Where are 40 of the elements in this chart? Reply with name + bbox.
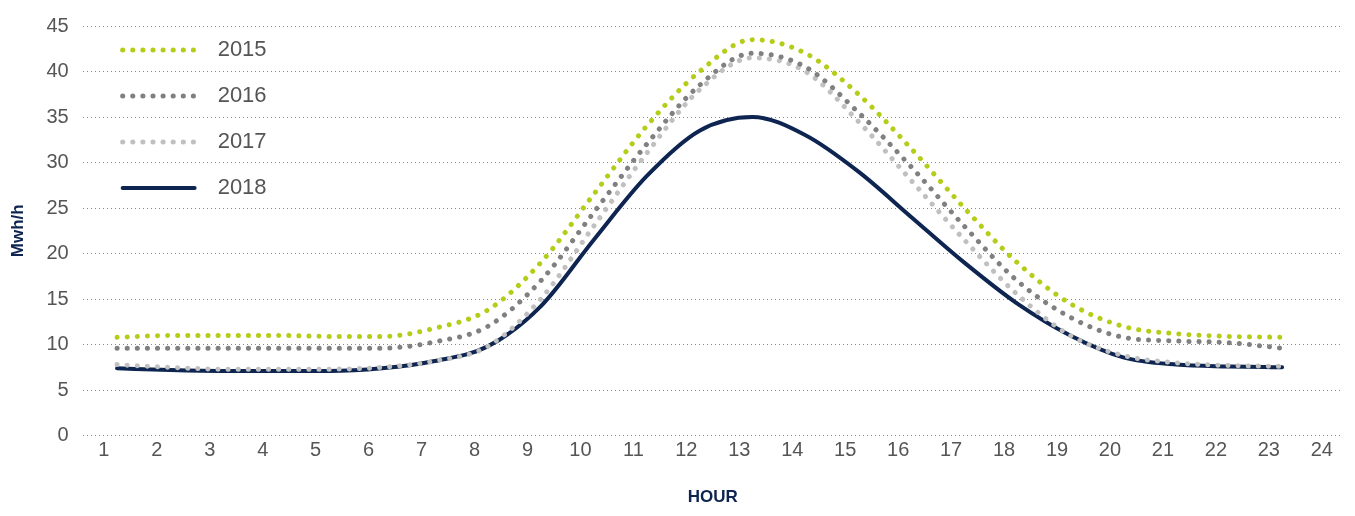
legend-label: 2018: [217, 174, 267, 200]
y-tick-label: 35: [46, 104, 69, 127]
y-tick-label: 20: [46, 241, 69, 264]
x-tick-label: 8: [468, 438, 481, 461]
x-tick-label: 3: [204, 438, 216, 461]
y-tick-label: 15: [46, 286, 69, 309]
x-tick-label: 12: [675, 438, 698, 461]
x-tick-label: 21: [1151, 438, 1175, 461]
y-tick-label: 40: [46, 59, 69, 82]
x-tick-label: 4: [257, 438, 269, 461]
x-tick-label: 7: [416, 438, 428, 461]
x-tick-label: 20: [1098, 438, 1122, 461]
y-tick-label: 45: [46, 13, 69, 36]
x-tick-label: 1: [98, 438, 110, 461]
x-axis-title: HOUR: [687, 487, 738, 507]
x-tick-label: 13: [728, 438, 751, 461]
x-tick-label: 18: [992, 438, 1016, 461]
x-tick-label: 17: [940, 438, 963, 461]
x-tick-label: 23: [1257, 438, 1280, 461]
x-tick-label: 9: [521, 438, 534, 461]
y-axis-title: Mwh/h: [7, 204, 27, 258]
x-tick-label: 15: [834, 438, 857, 461]
x-tick-label: 24: [1310, 438, 1333, 461]
legend-label: 2017: [217, 128, 267, 154]
x-tick-label: 2: [151, 438, 163, 461]
y-tick-label: 5: [57, 377, 69, 400]
y-tick-label: 25: [46, 195, 69, 218]
x-tick-label: 5: [310, 438, 322, 461]
x-tick-label: 14: [781, 438, 804, 461]
x-tick-label: 19: [1045, 438, 1069, 461]
y-tick-label: 0: [57, 423, 69, 446]
y-tick-label: 10: [46, 332, 69, 355]
y-tick-label: 30: [46, 150, 69, 173]
legend-label: 2016: [217, 82, 267, 108]
x-tick-label: 22: [1204, 438, 1228, 461]
x-tick-label: 11: [623, 438, 644, 461]
x-tick-label: 16: [887, 438, 910, 461]
x-tick-label: 6: [363, 438, 375, 461]
x-tick-label: 10: [569, 438, 592, 461]
legend-label: 2015: [217, 36, 267, 62]
